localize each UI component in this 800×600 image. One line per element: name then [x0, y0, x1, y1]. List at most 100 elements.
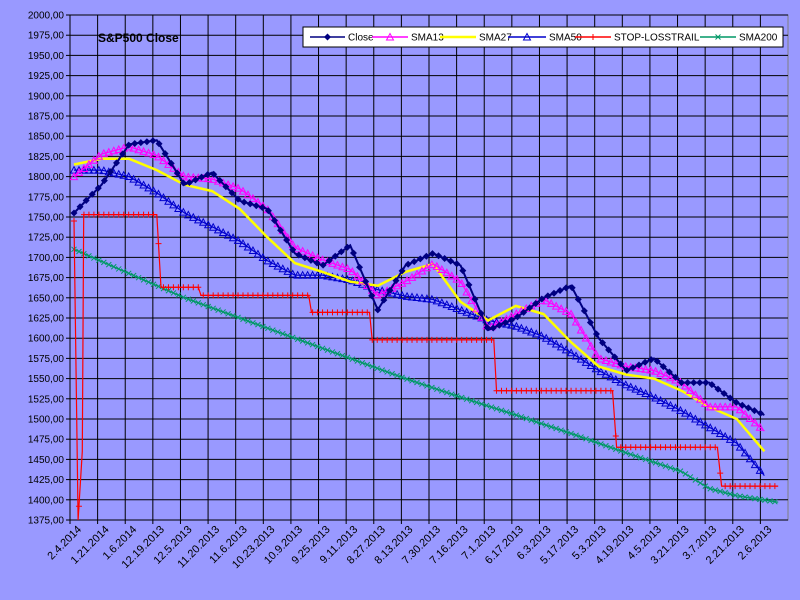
- data-point-sma50: [243, 242, 253, 251]
- data-point-sma200: [110, 263, 117, 270]
- data-point-sma200: [463, 396, 470, 402]
- data-point-sma50: [616, 377, 626, 386]
- data-point-sma50: [725, 434, 735, 443]
- data-point-sma50: [750, 460, 760, 469]
- data-point-sma50: [203, 220, 213, 229]
- data-point-sma13: [89, 155, 99, 164]
- data-point-sma200: [344, 354, 351, 361]
- data-point-sma13: [720, 402, 730, 411]
- data-point-sma50: [522, 325, 531, 334]
- data-point-sma50: [586, 360, 596, 370]
- data-point-close: [88, 190, 96, 198]
- data-point-close: [690, 379, 698, 387]
- y-tick-label: 1825,00: [28, 152, 65, 163]
- data-point-close: [307, 256, 315, 264]
- legend-label: SMA13: [411, 33, 444, 44]
- data-point-sma200: [339, 352, 346, 359]
- data-point-close: [325, 257, 333, 265]
- data-point-sma50: [134, 177, 143, 186]
- data-point-sma200: [200, 301, 207, 308]
- data-point-close: [264, 207, 272, 215]
- data-point-sma13: [581, 333, 591, 342]
- data-point-close: [562, 284, 570, 292]
- y-tick-label: 1875,00: [28, 112, 65, 123]
- data-point-sma50: [119, 170, 129, 179]
- data-point-close: [410, 258, 418, 266]
- legend-marker: [324, 33, 331, 41]
- data-point-sma50: [735, 442, 745, 451]
- data-point-sma50: [472, 311, 481, 320]
- data-point-sma50: [144, 183, 153, 192]
- data-point-sma200: [657, 461, 664, 468]
- data-point-close: [295, 251, 303, 259]
- data-point-sma200: [269, 327, 276, 333]
- data-point-sma13: [596, 354, 606, 363]
- data-point-sma13: [348, 267, 357, 276]
- data-point-sma50: [99, 166, 109, 175]
- data-point-close: [131, 139, 139, 147]
- y-tick-label: 1575,00: [28, 354, 65, 365]
- series-stop-losstrail: [71, 211, 779, 521]
- data-point-sma13: [730, 402, 740, 411]
- data-point-sma13: [606, 357, 616, 366]
- data-point-sma200: [299, 338, 306, 344]
- data-point-sma200: [389, 370, 395, 377]
- legend-item-sma27: SMA27: [440, 33, 512, 44]
- data-point-sma50: [676, 405, 685, 414]
- data-point-close: [696, 379, 704, 387]
- data-point-close: [702, 379, 710, 387]
- data-point-sma50: [551, 339, 561, 348]
- data-point-sma200: [175, 292, 182, 298]
- data-point-sma200: [692, 477, 699, 483]
- data-point-close: [580, 307, 588, 315]
- data-point-close: [428, 250, 436, 258]
- data-point-close: [106, 168, 114, 176]
- data-point-sma50: [601, 369, 611, 378]
- data-point-sma200: [354, 358, 361, 364]
- data-point-close: [125, 141, 133, 149]
- data-point-close: [647, 356, 655, 364]
- data-point-sma13: [432, 261, 442, 270]
- data-point-sma13: [208, 174, 218, 183]
- data-point-sma13: [695, 394, 705, 403]
- data-point-sma200: [647, 458, 654, 464]
- data-point-close: [185, 178, 193, 186]
- data-point-sma13: [114, 144, 124, 153]
- data-point-sma200: [424, 382, 430, 389]
- legend-label: SMA27: [479, 33, 512, 44]
- legend-item-sma50: SMA50: [508, 32, 582, 44]
- data-point-close: [544, 292, 552, 300]
- data-point-sma50: [208, 222, 218, 231]
- data-point-sma13: [656, 368, 665, 377]
- data-point-close: [198, 173, 206, 181]
- data-point-sma13: [646, 365, 655, 374]
- y-tick-label: 1500,00: [28, 415, 65, 426]
- data-point-sma200: [91, 255, 97, 261]
- data-point-sma50: [238, 239, 248, 248]
- data-point-stop-losstrail: [717, 470, 724, 477]
- data-point-stop-losstrail: [155, 240, 162, 247]
- data-point-sma200: [120, 268, 127, 274]
- data-point-close: [732, 398, 740, 406]
- data-point-stop-losstrail: [364, 309, 371, 316]
- data-point-sma50: [223, 230, 233, 239]
- data-point-sma50: [730, 437, 740, 446]
- data-point-sma13: [541, 296, 551, 305]
- data-point-sma200: [707, 485, 714, 492]
- data-point-close: [507, 316, 515, 324]
- data-point-sma50: [621, 380, 631, 389]
- data-point-sma50: [432, 296, 442, 305]
- data-point-sma200: [523, 415, 530, 422]
- data-point-sma13: [611, 358, 621, 367]
- data-point-sma200: [498, 407, 505, 414]
- data-point-sma50: [546, 336, 556, 345]
- data-point-close: [520, 308, 528, 316]
- data-point-close: [258, 203, 266, 211]
- data-point-close: [368, 292, 376, 300]
- data-point-sma50: [233, 235, 243, 244]
- data-point-sma50: [228, 233, 238, 242]
- data-point-sma200: [483, 402, 490, 409]
- data-point-sma200: [468, 397, 475, 404]
- data-point-sma13: [715, 402, 725, 411]
